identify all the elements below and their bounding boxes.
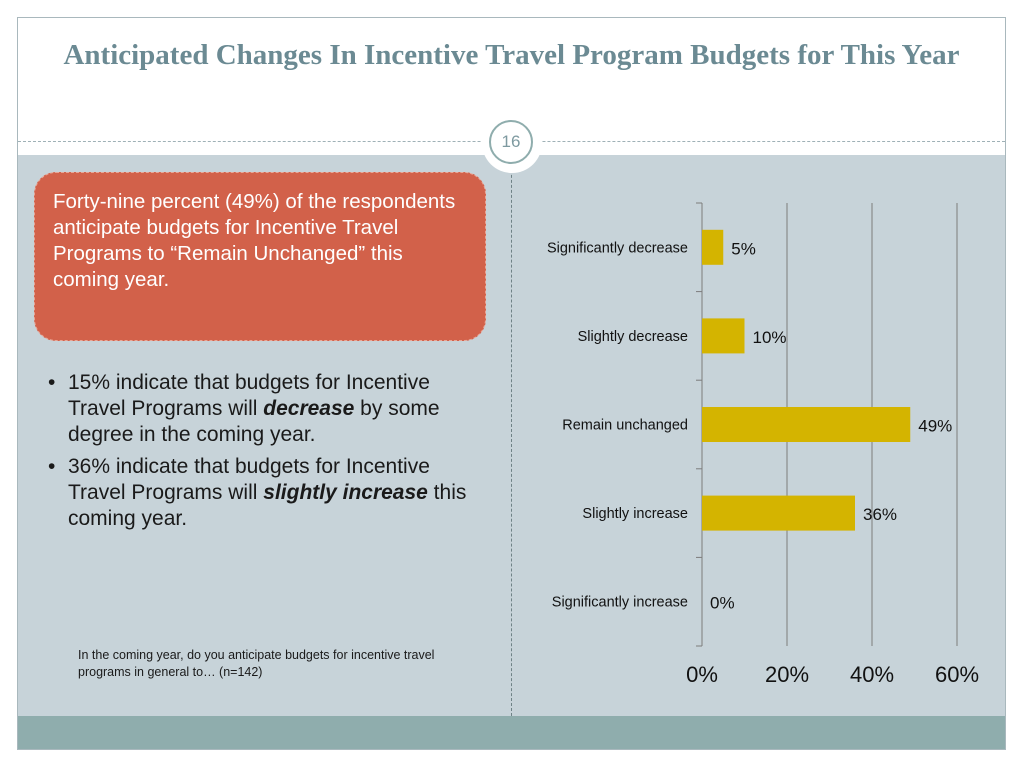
slide-title: Anticipated Changes In Incentive Travel … — [63, 39, 960, 71]
footer-band — [18, 716, 1005, 749]
bullet-text: 15% indicate that budgets for Incentive … — [68, 371, 430, 420]
category-label: Slightly decrease — [578, 329, 688, 345]
bullet-item: 36% indicate that budgets for Incentive … — [46, 454, 486, 532]
bullet-text: 36% indicate that budgets for Incentive … — [68, 455, 430, 504]
data-label: 0% — [710, 594, 735, 613]
callout-box: Forty-nine percent (49%) of the responde… — [34, 172, 486, 341]
bullet-text: this coming year. — [68, 481, 467, 530]
data-label: 10% — [753, 328, 787, 347]
category-label: Significantly increase — [552, 595, 688, 611]
x-tick-label: 0% — [686, 662, 718, 687]
category-label: Remain unchanged — [562, 418, 688, 434]
category-label: Significantly decrease — [547, 240, 688, 256]
bullet-emphasis: decrease — [263, 397, 355, 420]
survey-question: In the coming year, do you anticipate bu… — [78, 648, 435, 679]
bar — [702, 318, 745, 354]
x-tick-label: 40% — [850, 662, 894, 687]
data-label: 49% — [918, 417, 952, 436]
data-label: 5% — [731, 239, 756, 258]
column-divider — [511, 155, 512, 716]
bar — [702, 229, 724, 265]
bar — [702, 407, 911, 442]
bullet-list: 15% indicate that budgets for Incentive … — [46, 370, 486, 538]
bullet-text: by some degree in the coming year. — [68, 397, 440, 446]
bullet-emphasis: slightly increase — [263, 481, 428, 504]
bar — [702, 495, 855, 531]
page-number: 16 — [489, 120, 533, 164]
data-label: 36% — [863, 505, 897, 524]
category-label: Slightly increase — [582, 506, 688, 522]
bullet-item: 15% indicate that budgets for Incentive … — [46, 370, 486, 448]
x-tick-label: 20% — [765, 662, 809, 687]
x-tick-label: 60% — [935, 662, 979, 687]
bar-chart: Significantly decrease 5% Slightly decreas… — [547, 202, 979, 687]
